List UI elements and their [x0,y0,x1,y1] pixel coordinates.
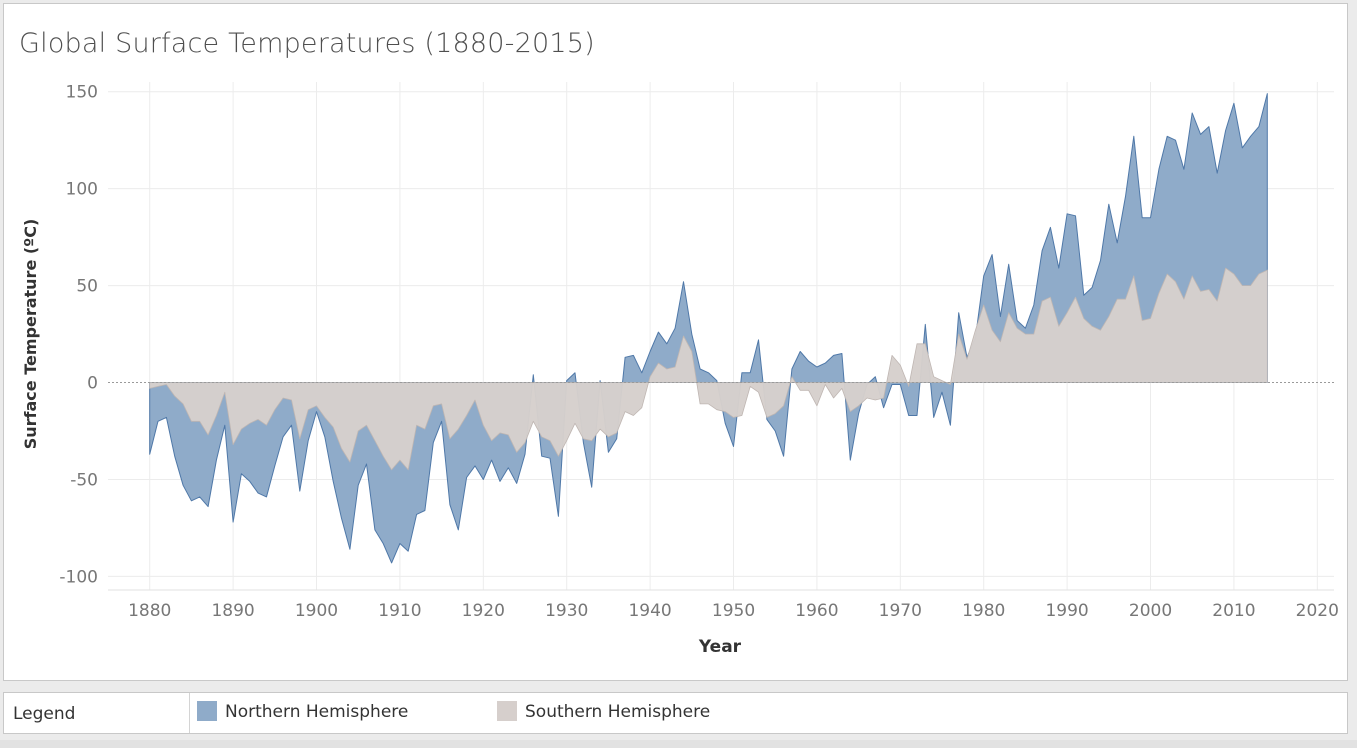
x-tick-label: 1880 [128,601,171,621]
x-tick-label: 1990 [1045,601,1088,621]
y-axis-label: Surface Temperature (ºC) [21,219,40,450]
southern-hemisphere-area[interactable] [149,267,1268,471]
chart-title: Global Surface Temperatures (1880-2015) [19,28,595,59]
x-axis-ticks: 1880 1890 1900 1910 1920 1930 1940 1950 1960 1970… [128,601,1339,621]
area-layer [149,93,1268,564]
x-tick-label: 1970 [879,601,922,621]
x-tick-label: 1980 [962,601,1005,621]
x-tick-label: 1930 [545,601,588,621]
y-tick-label: -100 [59,567,98,587]
chart-panel: Global Surface Temperatures (1880-2015) … [3,3,1348,681]
x-tick-label: 2020 [1296,601,1339,621]
x-tick-label: 1960 [795,601,838,621]
grid-layer [108,82,1334,591]
y-tick-label: 100 [66,180,98,200]
x-axis-label: Year [698,637,742,657]
legend-panel: Legend Northern Hemisphere Southern Hemi… [3,692,1348,734]
bottom-scroll-strip [0,740,1357,748]
northern-hemisphere-area[interactable] [149,93,1268,564]
y-tick-label: 0 [87,374,98,394]
y-tick-label: 150 [66,83,98,103]
y-axis-ticks: 150 100 50 0 -50 -100 [59,83,98,588]
x-tick-label: 2010 [1212,601,1255,621]
legend-label-northern: Northern Hemisphere [225,702,409,722]
legend-swatch-northern [197,701,217,721]
x-tick-label: 1920 [462,601,505,621]
chart-svg: 150 100 50 0 -50 -100 1880 1890 1900 1910 1920 193… [21,82,1339,657]
x-tick-label: 2000 [1129,601,1172,621]
legend-swatch-southern [497,701,517,721]
y-tick-label: -50 [70,470,98,490]
x-tick-label: 1940 [628,601,671,621]
x-tick-label: 1890 [211,601,254,621]
x-tick-label: 1910 [378,601,421,621]
legend-title: Legend [13,704,76,724]
x-tick-label: 1900 [295,601,338,621]
y-tick-label: 50 [76,277,98,297]
x-tick-label: 1950 [712,601,755,621]
legend-label-southern: Southern Hemisphere [525,702,711,722]
legend-divider [189,693,190,733]
